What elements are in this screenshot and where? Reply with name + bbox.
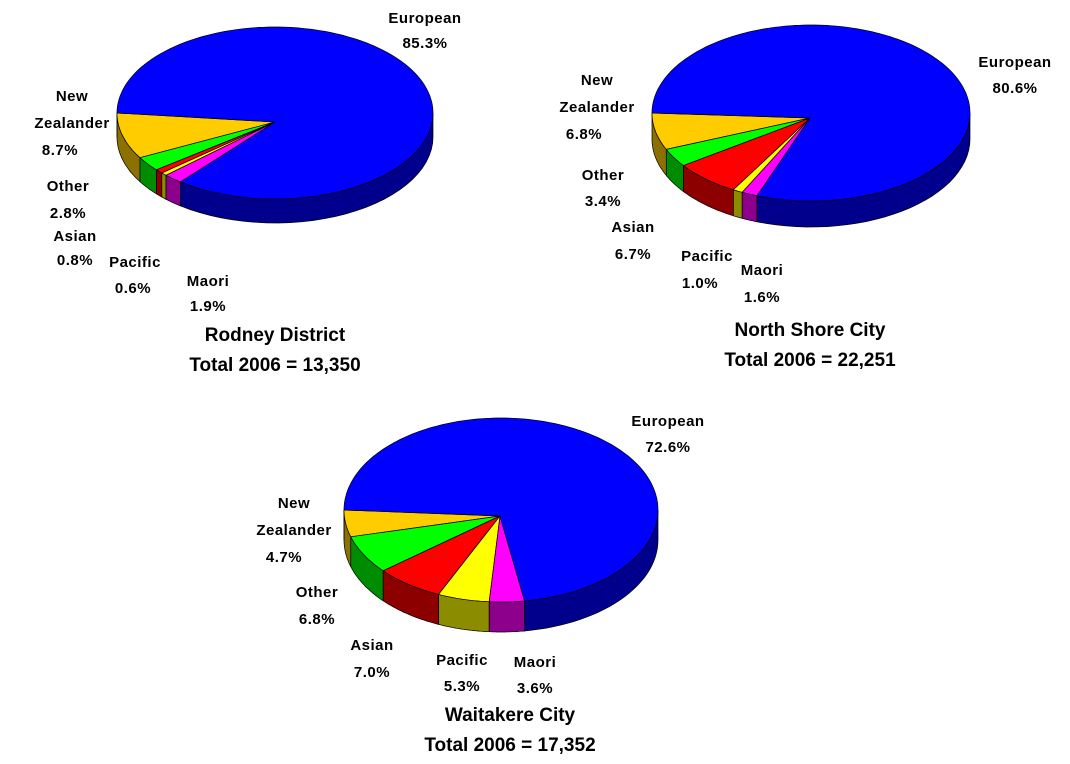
value-label: 3.4% bbox=[584, 193, 622, 210]
category-label: Pacific bbox=[109, 254, 161, 271]
category-label: New Zealander bbox=[256, 495, 332, 539]
value-label: 6.7% bbox=[614, 246, 652, 263]
slice bbox=[382, 515, 501, 595]
value-label: 2.8% bbox=[49, 205, 87, 222]
chart-subtitle: Total 2006 = 22,251 bbox=[724, 350, 896, 371]
category-label: Maori bbox=[513, 654, 557, 671]
category-label: Other bbox=[581, 167, 625, 184]
slice bbox=[665, 117, 811, 166]
slice bbox=[350, 515, 501, 572]
slice-side bbox=[733, 189, 743, 219]
value-label: 7.0% bbox=[353, 664, 391, 681]
chart-title: North Shore City bbox=[734, 320, 886, 341]
slice bbox=[165, 121, 276, 183]
chart-subtitle: Total 2006 = 13,350 bbox=[189, 355, 361, 376]
slice bbox=[343, 509, 501, 538]
category-label: European bbox=[978, 54, 1052, 71]
category-label: New Zealander bbox=[34, 88, 110, 132]
category-label: Asian bbox=[350, 637, 394, 654]
value-label: 85.3% bbox=[402, 35, 448, 52]
category-label: Asian bbox=[611, 219, 655, 236]
value-label: 1.6% bbox=[743, 289, 781, 306]
category-label: European bbox=[388, 10, 462, 27]
value-label: 4.7% bbox=[265, 549, 303, 566]
value-label: 0.6% bbox=[114, 280, 152, 297]
value-label: 5.3% bbox=[443, 678, 481, 695]
slice bbox=[682, 117, 811, 191]
slice-side bbox=[488, 600, 525, 633]
category-label: Pacific bbox=[436, 652, 488, 669]
slice bbox=[437, 514, 501, 603]
category-label: Other bbox=[46, 178, 90, 195]
slice bbox=[651, 112, 811, 150]
chart-title: Rodney District bbox=[204, 325, 346, 346]
slice-side bbox=[741, 191, 758, 223]
slice bbox=[651, 24, 971, 202]
category-label: Pacific bbox=[681, 248, 733, 265]
category-label: New Zealander bbox=[559, 72, 635, 116]
value-label: 0.8% bbox=[56, 252, 94, 269]
category-label: Maori bbox=[186, 273, 230, 290]
value-label: 80.6% bbox=[992, 80, 1038, 97]
slice bbox=[116, 26, 434, 200]
value-label: 6.8% bbox=[565, 126, 603, 143]
slice bbox=[741, 117, 811, 197]
slice bbox=[488, 515, 526, 603]
slice-side bbox=[156, 169, 163, 198]
chart-subtitle: Total 2006 = 17,352 bbox=[424, 735, 596, 756]
value-label: 3.6% bbox=[516, 680, 554, 697]
chart-title: Waitakere City bbox=[444, 705, 576, 726]
value-label: 1.0% bbox=[681, 275, 719, 292]
category-label: Other bbox=[295, 584, 339, 601]
category-label: European bbox=[631, 413, 705, 430]
slice bbox=[343, 417, 659, 602]
value-label: 1.9% bbox=[189, 298, 227, 315]
slice bbox=[139, 121, 276, 171]
category-label: Maori bbox=[740, 262, 784, 279]
slice bbox=[116, 112, 276, 159]
value-label: 72.6% bbox=[645, 439, 691, 456]
value-label: 8.7% bbox=[41, 142, 79, 159]
value-label: 6.8% bbox=[298, 611, 336, 628]
slice-side bbox=[161, 172, 167, 201]
category-label: Asian bbox=[53, 228, 97, 245]
